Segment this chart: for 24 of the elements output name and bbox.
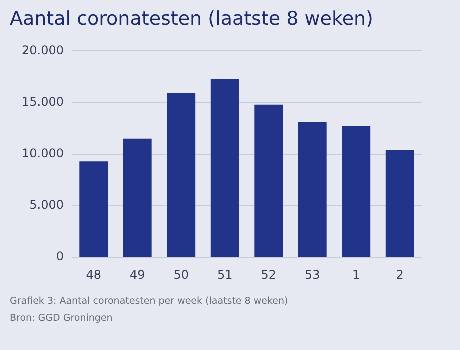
y-tick-label: 15.000	[22, 94, 64, 109]
bar	[210, 79, 240, 258]
text: Grafiek 3: Aantal coronatesten per week (laatste 8 weken)	[10, 296, 290, 307]
x-tick-label: 50	[174, 268, 190, 282]
x-tick-label: 52	[261, 268, 277, 282]
x-tick-label: 48	[86, 268, 102, 282]
bar	[80, 162, 108, 258]
y-tick-label: 20.000	[22, 43, 64, 58]
y-tick-label: 5.000	[30, 198, 64, 212]
text: Bron: GGD Groningen	[10, 313, 114, 324]
x-tick-label: 51	[217, 268, 233, 282]
x-tick-label: 49	[130, 268, 146, 282]
x-tick-label: 53	[304, 268, 320, 282]
chart-title: Aantal coronatesten (laatste 8 weken)	[10, 8, 374, 30]
x-tick-label: 1	[352, 268, 360, 282]
bar	[342, 126, 371, 258]
x-tick-label: 2	[396, 268, 404, 282]
bar	[167, 94, 196, 258]
y-tick-label: 10.000	[22, 146, 64, 161]
bar	[386, 150, 414, 258]
bar	[298, 122, 327, 258]
bar	[254, 104, 284, 258]
bar	[123, 138, 152, 258]
y-tick-label: 0	[56, 250, 64, 264]
